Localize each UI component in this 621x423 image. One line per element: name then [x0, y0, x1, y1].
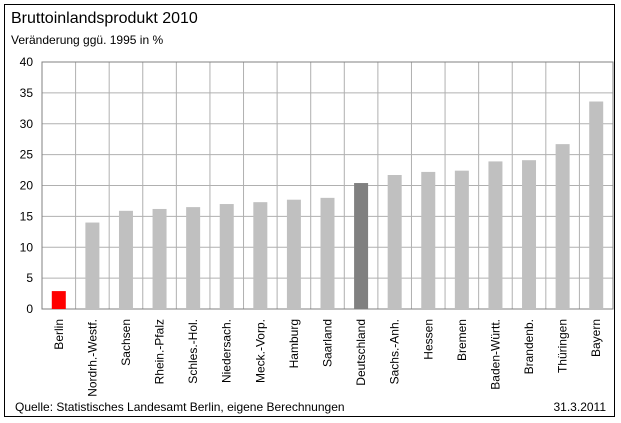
bar — [219, 204, 234, 309]
chart-frame — [4, 4, 615, 417]
x-tick-label: Meck.-Vorp. — [253, 319, 267, 383]
x-tick-label: Hamburg — [287, 319, 301, 368]
chart-subtitle: Veränderung ggü. 1995 in % — [11, 33, 164, 47]
bar — [454, 170, 469, 309]
x-tick-label: Niedersach. — [220, 319, 234, 383]
x-tick-label: Baden-Württ. — [488, 319, 502, 390]
y-tick-label: 5 — [26, 271, 33, 285]
bar — [51, 291, 66, 309]
source-note: Quelle: Statistisches Landesamt Berlin, … — [15, 400, 345, 414]
y-tick-label: 15 — [20, 209, 34, 223]
bar — [421, 171, 436, 309]
x-tick-label: Saarland — [321, 319, 335, 367]
x-tick-label: Berlin — [52, 319, 66, 350]
x-tick-label: Deutschland — [354, 319, 368, 386]
bar — [286, 199, 301, 309]
bar — [354, 183, 369, 309]
x-tick-label: Sachs.-Anh. — [388, 319, 402, 384]
y-tick-label: 0 — [26, 302, 33, 316]
y-tick-label: 35 — [20, 86, 34, 100]
y-tick-label: 40 — [20, 55, 34, 69]
x-tick-label: Sachsen — [119, 319, 133, 366]
x-tick-label: Rhein.-Pfalz — [153, 319, 167, 384]
chart-title: Bruttoinlandsprodukt 2010 — [11, 10, 198, 27]
y-tick-label: 25 — [20, 148, 34, 162]
bar — [522, 160, 537, 309]
bar — [152, 208, 167, 309]
x-axis-labels: Berlin Nordrh.-Westf. Sachsen Rhein.-Pfalz S… — [52, 319, 603, 397]
x-tick-label: Bremen — [455, 319, 469, 361]
bar — [589, 101, 604, 310]
x-tick-label: Schles.-Hol. — [186, 319, 200, 384]
bar — [488, 161, 503, 309]
bar — [85, 222, 100, 309]
y-axis: 0 5 10 15 20 25 30 35 40 — [20, 55, 34, 316]
x-tick-label: Hessen — [421, 319, 435, 360]
bar — [320, 197, 335, 309]
bar — [118, 210, 133, 309]
x-tick-label: Bayern — [589, 319, 603, 357]
bar — [253, 202, 268, 309]
bar — [186, 207, 201, 309]
y-tick-label: 20 — [20, 179, 34, 193]
y-tick-label: 10 — [20, 240, 34, 254]
bar — [555, 144, 570, 309]
date-label: 31.3.2011 — [553, 400, 607, 414]
bars — [51, 101, 604, 310]
x-tick-label: Nordrh.-Westf. — [85, 319, 99, 397]
y-tick-label: 30 — [20, 117, 34, 131]
x-tick-label: Thüringen — [556, 319, 570, 373]
x-tick-label: Brandenb. — [522, 319, 536, 374]
bar — [387, 175, 402, 309]
